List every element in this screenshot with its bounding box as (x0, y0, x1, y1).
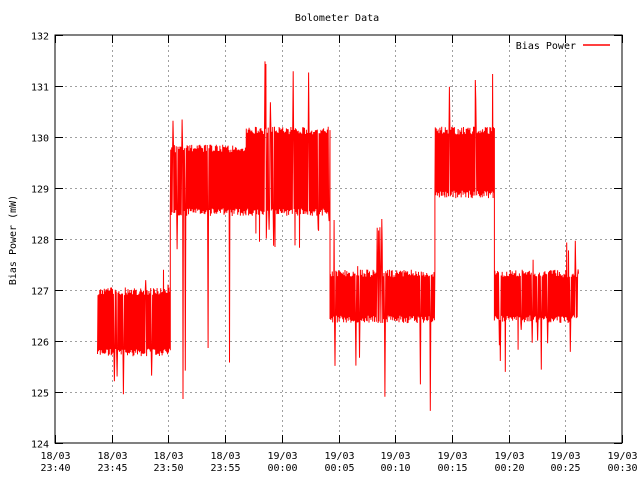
x-tick-label: 18/03 23:45 (97, 451, 127, 474)
x-axis-ticks: 18/03 23:40 18/03 23:45 18/03 23:50 18/03 23:55… (40, 35, 638, 474)
y-tick-label: 127 (31, 287, 49, 298)
x-tick-label: 19/03 00:05 (324, 451, 354, 474)
x-tick-label: 19/03 00:20 (494, 451, 524, 474)
y-tick-label: 131 (31, 83, 49, 94)
y-tick-label: 128 (31, 236, 49, 247)
y-tick-label: 126 (31, 338, 49, 349)
x-tick-label: 19/03 00:25 (550, 451, 580, 474)
legend-label: Bias Power (516, 41, 576, 52)
x-tick-label: 19/03 00:30 (607, 451, 637, 474)
y-axis-ticks: 124 125 126 127 128 129 130 131 132 (31, 32, 622, 451)
legend: Bias Power (516, 41, 610, 52)
x-tick-label: 18/03 23:55 (210, 451, 240, 474)
grid (55, 35, 622, 443)
y-axis-label: Bias Power (mW) (8, 195, 19, 285)
y-tick-label: 124 (31, 440, 49, 451)
x-tick-label: 19/03 00:15 (437, 451, 467, 474)
series-line-bias-power (97, 61, 579, 411)
y-tick-label: 125 (31, 389, 49, 400)
y-tick-label: 132 (31, 32, 49, 43)
series-bias-power (97, 61, 579, 411)
x-tick-label: 19/03 00:00 (267, 451, 297, 474)
x-tick-label: 19/03 00:10 (380, 451, 410, 474)
x-tick-label: 18/03 23:50 (153, 451, 183, 474)
x-tick-label: 18/03 23:40 (40, 451, 70, 474)
chart-title: Bolometer Data (295, 13, 379, 24)
y-tick-label: 130 (31, 134, 49, 145)
y-tick-label: 129 (31, 185, 49, 196)
